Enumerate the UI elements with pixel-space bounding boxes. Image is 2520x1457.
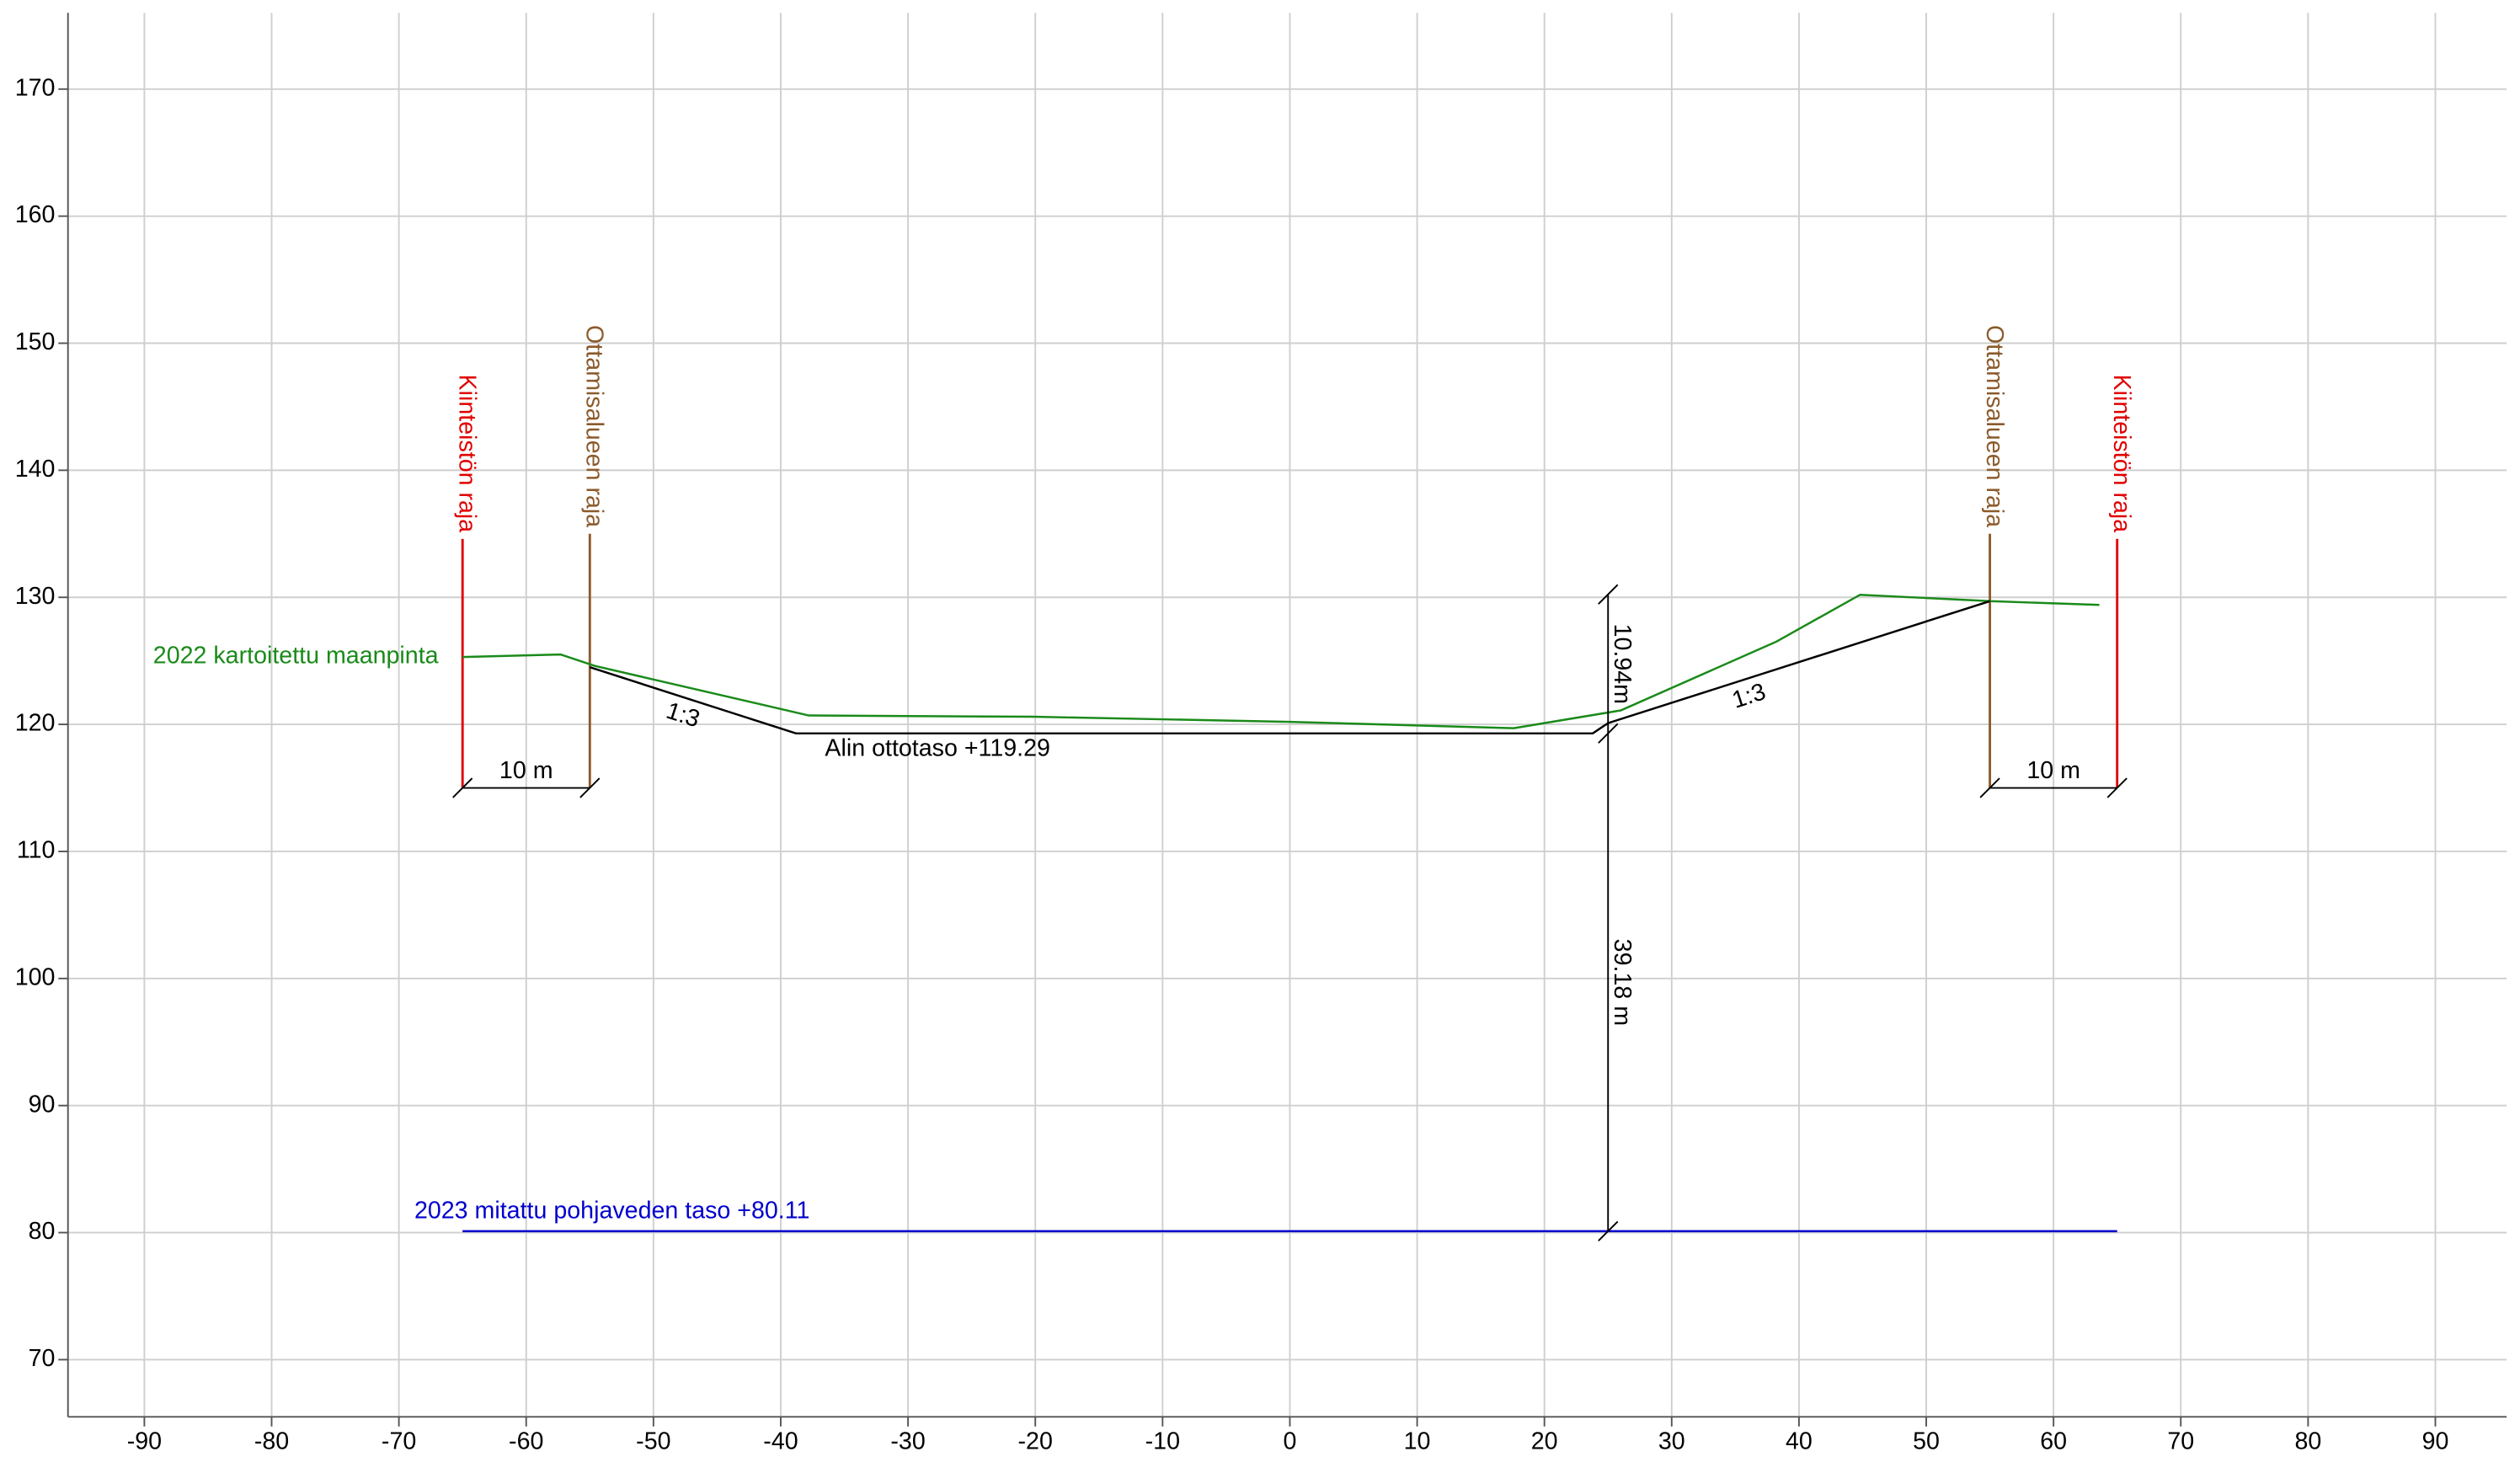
y-tick-label: 100 xyxy=(15,963,56,990)
dimension-label: 10 m xyxy=(499,757,553,784)
x-tick-label: 30 xyxy=(1658,1428,1685,1454)
profile-line xyxy=(589,600,1990,735)
x-tick-label: -50 xyxy=(636,1428,670,1454)
x-tick-label: -10 xyxy=(1145,1428,1180,1454)
x-tick-label: -30 xyxy=(890,1428,925,1454)
dimension-tick xyxy=(1979,777,2000,798)
x-tick-label: 60 xyxy=(2040,1428,2067,1454)
x-tick-label: 10 xyxy=(1404,1428,1431,1454)
series-label: Alin ottotaso +119.29 xyxy=(825,734,1050,761)
y-tick-label: 70 xyxy=(29,1345,56,1372)
dimension-tick xyxy=(452,777,473,798)
x-tick-label: 0 xyxy=(1283,1428,1296,1454)
x-tick-label: 90 xyxy=(2422,1428,2449,1454)
y-tick-label: 120 xyxy=(15,710,56,737)
boundary-label: Kiinteistön raja xyxy=(2108,375,2135,533)
y-tick-label: 80 xyxy=(29,1218,56,1245)
series-label: 2022 kartoitettu maanpinta xyxy=(153,643,439,670)
boundary-label: Ottamisalueen raja xyxy=(1981,325,2008,527)
x-tick-label: 40 xyxy=(1786,1428,1813,1454)
y-tick-label: 90 xyxy=(29,1091,56,1118)
x-tick-label: -70 xyxy=(382,1428,416,1454)
x-tick-label: -90 xyxy=(127,1428,162,1454)
x-tick-label: 50 xyxy=(1913,1428,1940,1454)
dimension-tick xyxy=(2106,777,2128,798)
x-tick-label: 80 xyxy=(2294,1428,2321,1454)
boundary-label: Kiinteistön raja xyxy=(453,375,480,533)
dimension-label: 10 m xyxy=(2026,757,2080,784)
x-tick-label: -20 xyxy=(1018,1428,1053,1454)
dimension-tick xyxy=(579,777,601,798)
dimension-label: 39.18 m xyxy=(1609,939,1636,1026)
series-label: 2023 mitattu pohjaveden taso +80.11 xyxy=(414,1198,810,1225)
y-tick-label: 140 xyxy=(15,456,56,483)
x-tick-label: 20 xyxy=(1531,1428,1558,1454)
y-tick-label: 110 xyxy=(17,837,56,864)
y-tick-label: 160 xyxy=(15,201,56,228)
boundary-label: Ottamisalueen raja xyxy=(581,325,608,527)
dimension-tick xyxy=(1598,1220,1619,1242)
profile-line xyxy=(462,593,2100,729)
dimension-label: 10.94m xyxy=(1609,624,1636,704)
x-tick-label: -60 xyxy=(509,1428,543,1454)
y-tick-label: 150 xyxy=(15,328,56,355)
x-tick-label: 70 xyxy=(2167,1428,2194,1454)
x-tick-label: -80 xyxy=(254,1428,289,1454)
y-tick-label: 130 xyxy=(15,583,56,610)
dimension-tick xyxy=(1598,584,1619,605)
x-tick-label: -40 xyxy=(763,1428,798,1454)
y-tick-label: 170 xyxy=(15,74,56,101)
dimension-tick xyxy=(1598,723,1619,744)
